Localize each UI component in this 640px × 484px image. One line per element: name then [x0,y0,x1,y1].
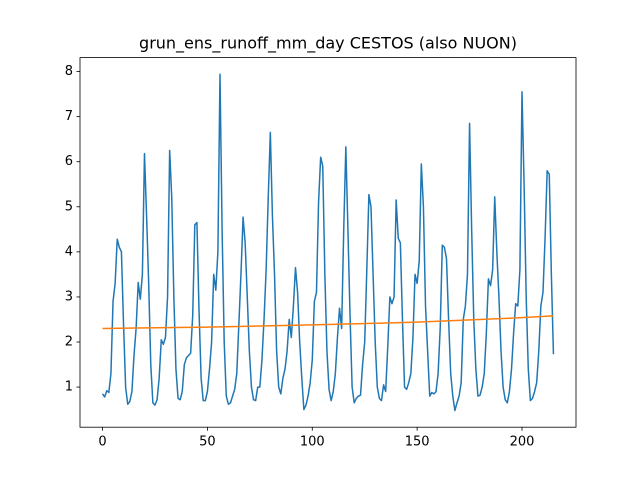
x-tick-label: 100 [300,435,325,450]
y-tick-label: 5 [65,199,73,214]
data-line [101,73,555,412]
plot-frame [79,57,577,428]
y-tick-label: 3 [65,289,73,304]
y-tick-label: 6 [65,154,73,169]
x-tick-label: 150 [405,435,430,450]
y-tick-label: 2 [65,335,73,350]
x-tick-label: 0 [98,435,106,450]
x-tick-label: 50 [199,435,216,450]
y-tick-label: 8 [65,64,73,79]
chart-title: grun_ens_runoff_mm_day CESTOS (also NUON… [139,34,517,54]
x-tick-label: 200 [510,435,535,450]
y-tick-label: 4 [65,244,73,259]
y-tick-label: 7 [65,109,73,124]
y-tick-label: 1 [65,380,73,395]
data-line [102,315,554,330]
